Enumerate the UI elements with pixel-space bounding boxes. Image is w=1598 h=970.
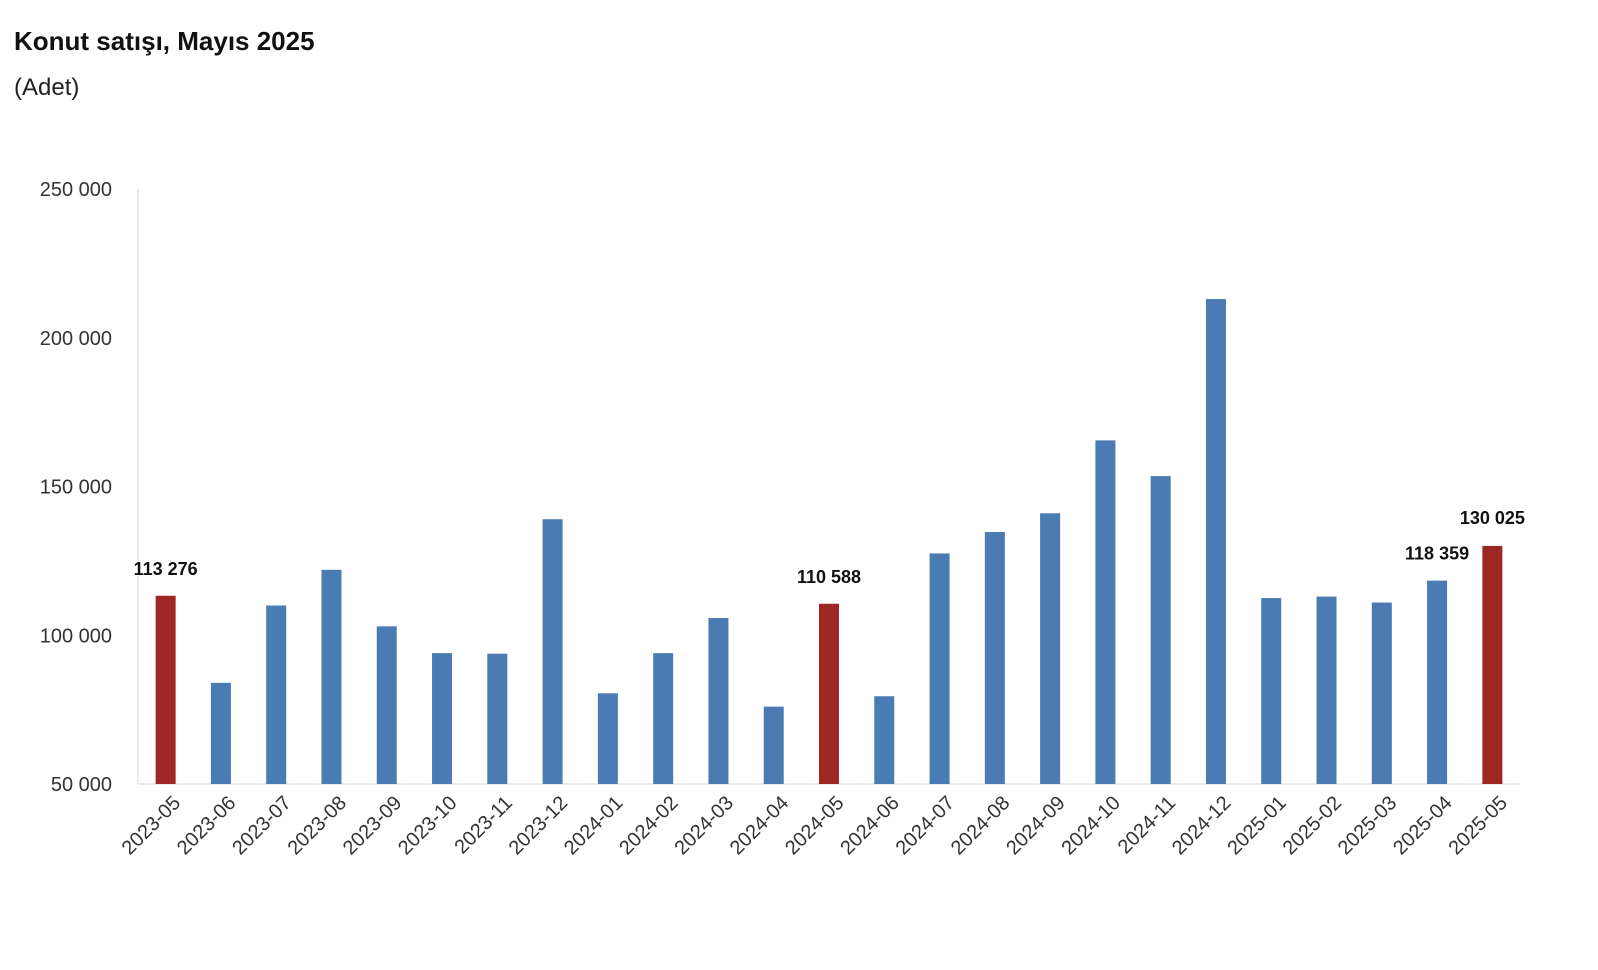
x-tick-label: 2023-08 — [284, 792, 351, 859]
x-tick-label: 2023-05 — [118, 792, 185, 859]
y-tick-label: 250 000 — [40, 179, 112, 201]
x-tick-label: 2024-09 — [1002, 792, 1069, 859]
bar-2024-05 — [819, 603, 839, 784]
x-tick-label: 2024-10 — [1057, 792, 1124, 859]
x-tick-label: 2024-11 — [1114, 792, 1180, 858]
y-tick-label: 150 000 — [40, 477, 112, 499]
x-tick-label: 2025-01 — [1223, 792, 1290, 859]
bar-2024-01 — [597, 693, 618, 784]
bar-2024-03 — [708, 617, 729, 784]
bar-2024-02 — [653, 653, 674, 784]
bar-2025-04 — [1427, 580, 1448, 784]
bar-2023-06 — [210, 682, 231, 784]
x-tick-label: 2023-07 — [228, 792, 295, 859]
x-tick-label: 2024-07 — [892, 792, 959, 859]
y-tick-label: 50 000 — [51, 774, 112, 796]
y-tick-label: 200 000 — [40, 328, 112, 350]
bar-2025-05 — [1482, 545, 1503, 784]
bar-2023-11 — [487, 653, 508, 784]
data-label: 118 359 — [1405, 544, 1469, 564]
x-tick-label: 2023-10 — [394, 792, 461, 859]
x-tick-label: 2024-01 — [560, 792, 627, 859]
bar-2024-12 — [1205, 299, 1226, 784]
bar-2025-02 — [1316, 596, 1337, 784]
x-tick-label: 2025-05 — [1444, 792, 1511, 859]
x-tick-label: 2025-03 — [1334, 792, 1401, 859]
data-label: 130 025 — [1460, 508, 1525, 528]
data-label: 110 588 — [797, 567, 861, 587]
x-tick-label: 2024-12 — [1168, 792, 1235, 859]
bar-2024-09 — [1040, 513, 1061, 784]
y-tick-label: 100 000 — [40, 625, 112, 647]
bar-2023-09 — [376, 626, 397, 784]
bar-2024-07 — [929, 553, 950, 784]
bar-2023-10 — [432, 653, 453, 784]
bar-2023-05 — [155, 595, 176, 784]
data-label: 113 276 — [134, 559, 198, 579]
chart-data-labels: 113 276 110 588 118 359 130 025 — [134, 508, 1525, 587]
x-tick-label: 2023-09 — [339, 792, 406, 859]
bar-2023-07 — [266, 605, 287, 784]
x-tick-label: 2023-06 — [173, 792, 240, 859]
x-tick-label: 2023-11 — [450, 792, 516, 858]
chart-title: Konut satışı, Mayıs 2025 — [14, 26, 315, 56]
chart-subtitle: (Adet) — [14, 74, 80, 101]
bar-2025-03 — [1371, 602, 1392, 784]
bar-2023-12 — [542, 519, 563, 784]
bar-2024-11 — [1150, 476, 1171, 784]
bar-2024-08 — [984, 532, 1005, 784]
bar-2025-01 — [1261, 598, 1282, 784]
x-tick-label: 2024-02 — [615, 792, 682, 859]
x-axis-ticks: 2023-052023-062023-072023-082023-092023-… — [118, 792, 1512, 859]
chart-bars — [155, 299, 1503, 784]
bar-2024-04 — [763, 706, 784, 784]
x-tick-label: 2024-08 — [947, 792, 1014, 859]
bar-2024-06 — [874, 696, 895, 784]
x-tick-label: 2025-04 — [1389, 792, 1456, 859]
x-tick-label: 2023-12 — [505, 792, 572, 859]
bar-2023-08 — [321, 569, 342, 784]
x-tick-label: 2024-05 — [781, 792, 848, 859]
x-tick-label: 2024-06 — [836, 792, 903, 859]
y-axis-ticks: 50 000 100 000 150 000 200 000 250 000 — [40, 179, 112, 796]
x-tick-label: 2025-02 — [1279, 792, 1346, 859]
x-tick-label: 2024-03 — [671, 792, 738, 859]
x-tick-label: 2024-04 — [726, 792, 793, 859]
bar-2024-10 — [1095, 440, 1116, 784]
